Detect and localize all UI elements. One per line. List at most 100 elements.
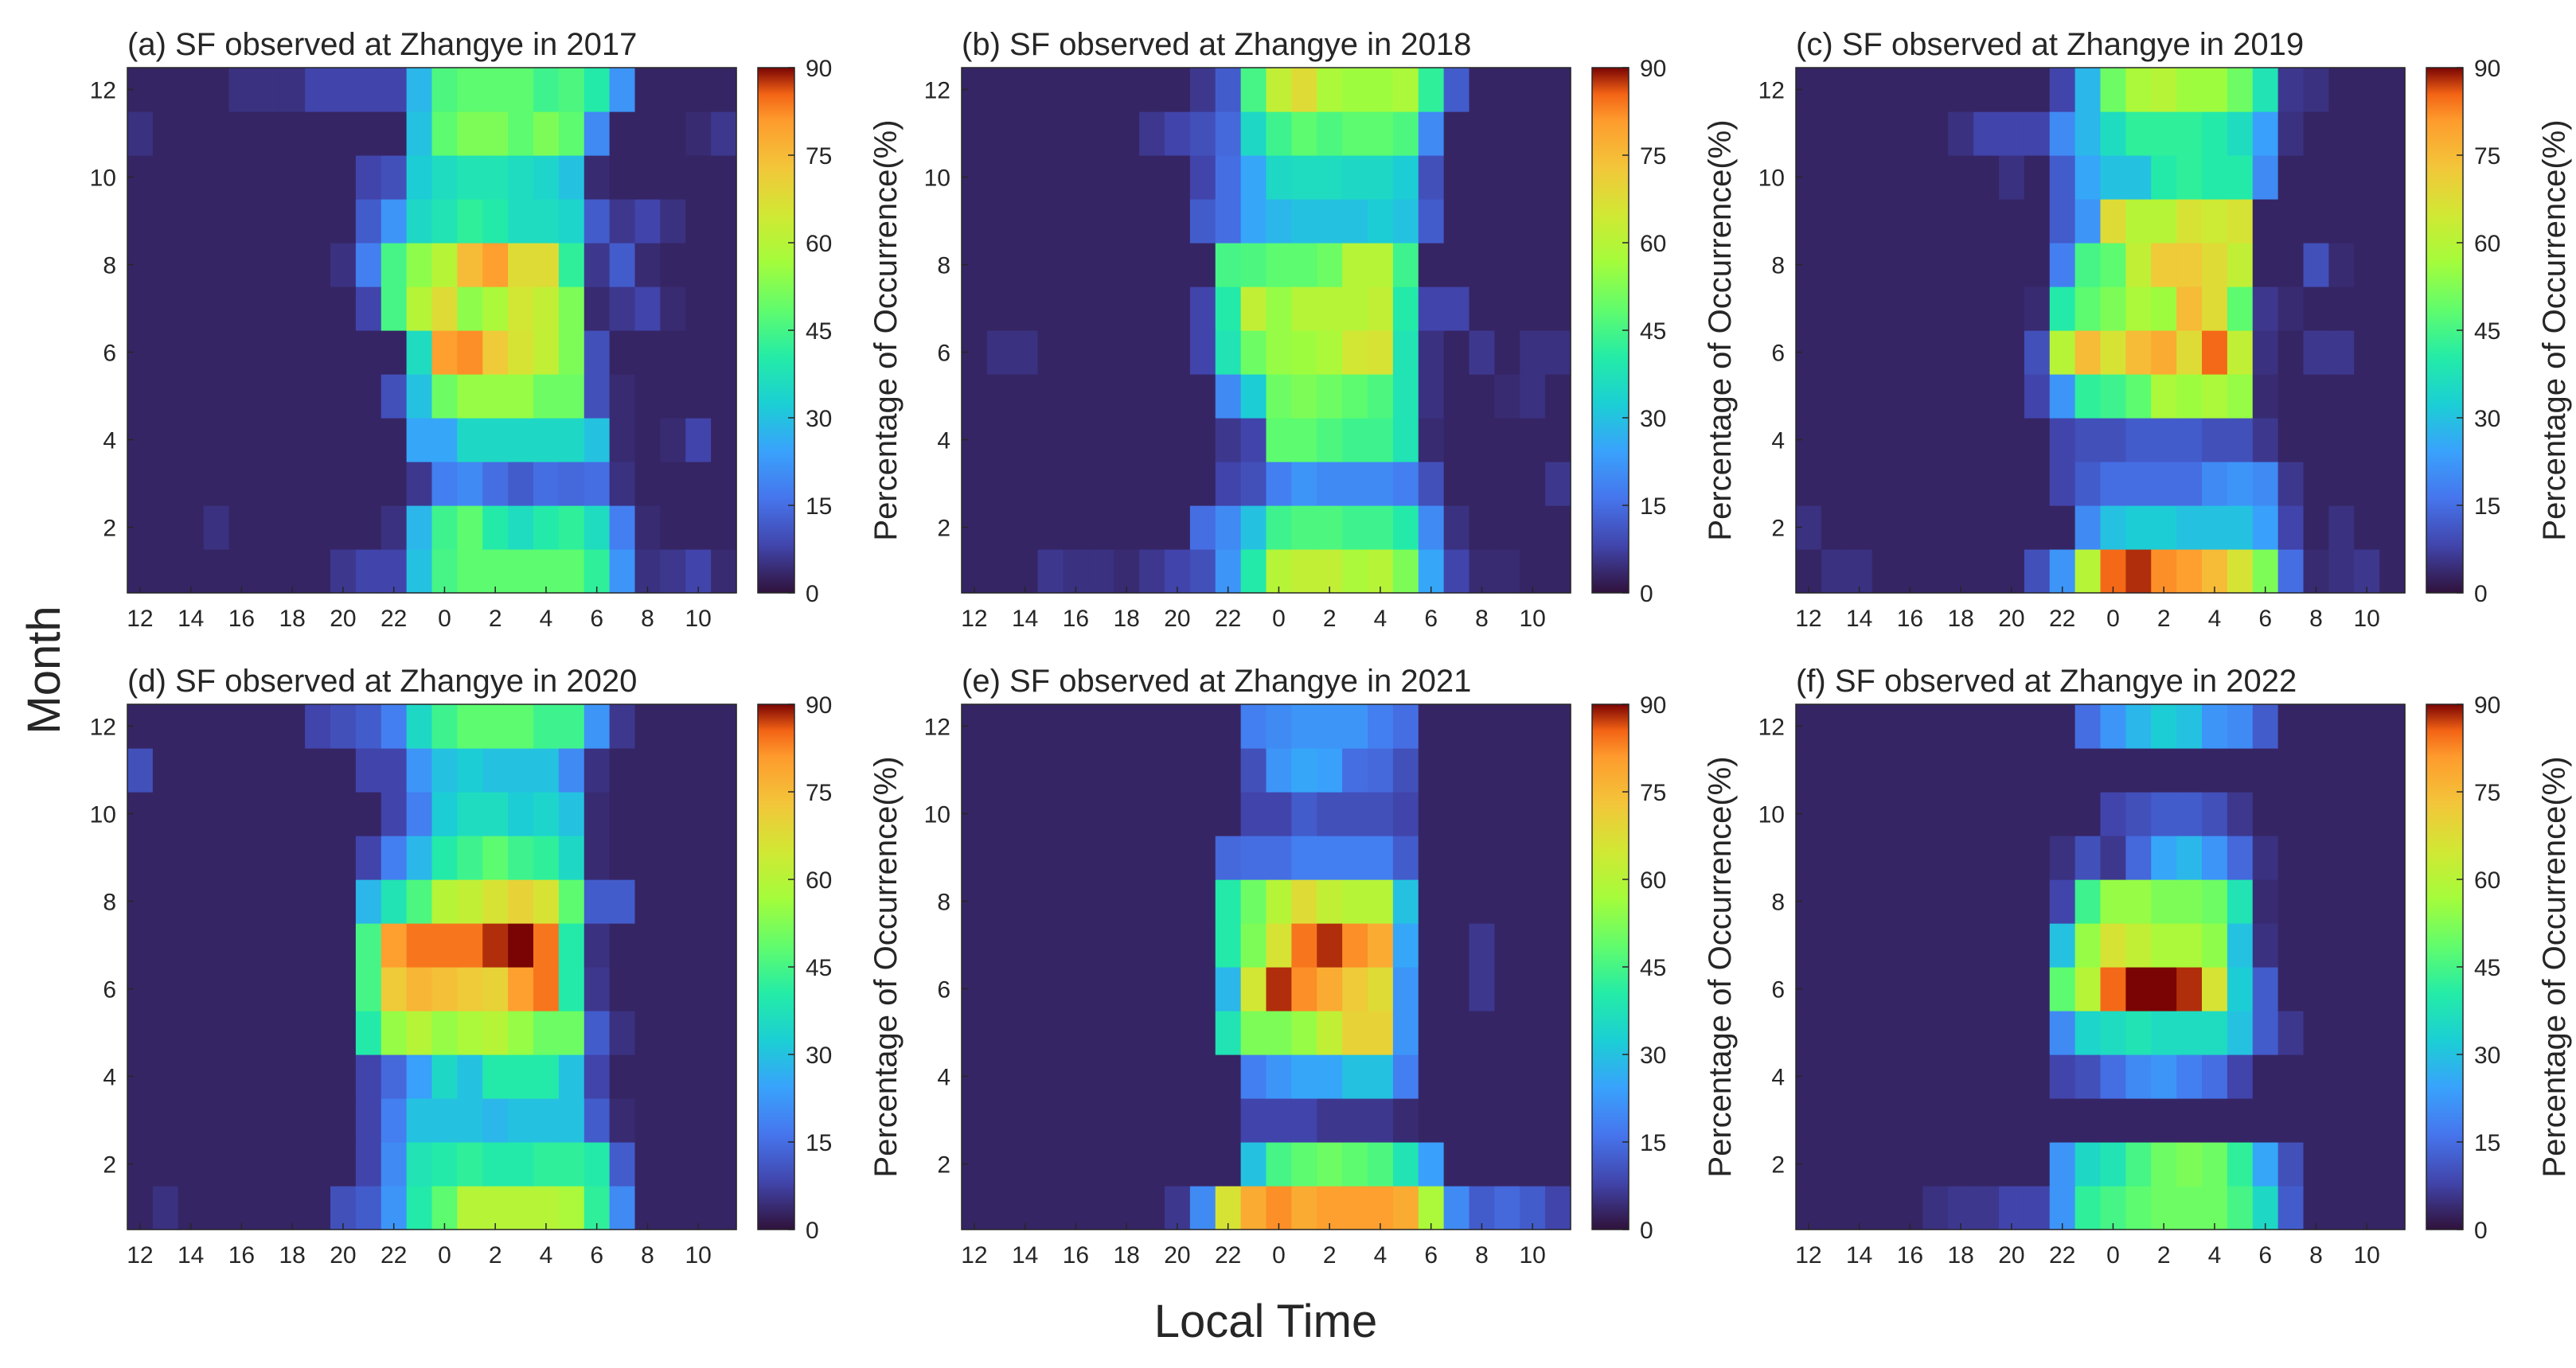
heatmap-cell bbox=[381, 374, 408, 419]
x-tick-label: 2 bbox=[489, 1242, 502, 1269]
heatmap-cell bbox=[1368, 505, 1394, 550]
heatmap-cell bbox=[2202, 243, 2228, 287]
heatmap-cell bbox=[1037, 286, 1064, 331]
heatmap-cell bbox=[2024, 1054, 2051, 1099]
heatmap-cell bbox=[1368, 1098, 1394, 1143]
heatmap-cell bbox=[1342, 1054, 1368, 1099]
heatmap-cell bbox=[1494, 199, 1520, 244]
heatmap-cell bbox=[1215, 418, 1242, 462]
heatmap-cell bbox=[228, 549, 255, 594]
heatmap-cell bbox=[685, 418, 712, 462]
heatmap-cell bbox=[203, 923, 230, 968]
heatmap-cell bbox=[1872, 505, 1899, 550]
heatmap-cell bbox=[2328, 967, 2355, 1011]
heatmap-cell bbox=[986, 418, 1013, 462]
heatmap-cell bbox=[685, 704, 712, 749]
heatmap-cell bbox=[127, 1098, 154, 1143]
heatmap-cell bbox=[1999, 748, 2025, 793]
heatmap-cell bbox=[152, 155, 179, 200]
heatmap-cell bbox=[1469, 549, 1495, 594]
colorbar-tick-label: 30 bbox=[1640, 406, 1666, 432]
heatmap-cell bbox=[2049, 330, 2076, 375]
heatmap-cell bbox=[1948, 418, 1974, 462]
heatmap-cell bbox=[1240, 418, 1267, 462]
heatmap-cell bbox=[2100, 549, 2126, 594]
heatmap-cell bbox=[1922, 155, 1949, 200]
heatmap-cell bbox=[1418, 68, 1445, 112]
heatmap-cell bbox=[381, 111, 408, 156]
heatmap-cell bbox=[1266, 704, 1292, 749]
x-tick-label: 8 bbox=[1475, 1242, 1489, 1269]
heatmap-cell bbox=[1796, 374, 1822, 419]
heatmap-cell bbox=[2176, 418, 2203, 462]
heatmap-cell bbox=[2227, 1098, 2254, 1143]
heatmap-cell bbox=[127, 748, 154, 793]
colorbar-tick-label: 90 bbox=[1640, 56, 1666, 82]
heatmap-cell bbox=[279, 704, 306, 749]
heatmap-cell bbox=[1922, 879, 1949, 924]
heatmap-cell bbox=[2252, 792, 2279, 836]
heatmap-cell bbox=[1821, 462, 1848, 506]
heatmap-cell bbox=[203, 1098, 230, 1143]
heatmap-cell bbox=[482, 155, 509, 200]
heatmap-cell bbox=[254, 68, 280, 112]
heatmap-cell bbox=[178, 505, 205, 550]
heatmap-cell bbox=[1165, 1011, 1191, 1055]
heatmap-cell bbox=[203, 879, 230, 924]
heatmap-cell bbox=[228, 1186, 255, 1230]
heatmap-cell bbox=[1037, 1142, 1064, 1187]
heatmap-cell bbox=[1872, 748, 1899, 793]
heatmap-cell bbox=[2303, 505, 2329, 550]
heatmap-cell bbox=[279, 792, 306, 836]
heatmap-cell bbox=[1165, 879, 1191, 924]
heatmap-cell bbox=[1469, 748, 1495, 793]
heatmap-cell bbox=[2277, 923, 2305, 968]
heatmap-cell bbox=[609, 967, 636, 1011]
heatmap-cell bbox=[482, 1186, 509, 1230]
heatmap-cell bbox=[1114, 1054, 1140, 1099]
heatmap-cell bbox=[2074, 462, 2102, 506]
heatmap-cell bbox=[279, 836, 306, 880]
heatmap-cell bbox=[1494, 1186, 1520, 1230]
heatmap-cell bbox=[1418, 155, 1445, 200]
heatmap-cell bbox=[2328, 462, 2355, 506]
heatmap-cell bbox=[1063, 879, 1089, 924]
heatmap-cell bbox=[1392, 243, 1419, 287]
heatmap-cell bbox=[406, 879, 433, 924]
heatmap-cell bbox=[1494, 879, 1520, 924]
heatmap-cell bbox=[711, 111, 737, 156]
heatmap-cell bbox=[2227, 462, 2254, 506]
heatmap-cell bbox=[1948, 1098, 1974, 1143]
colorbar-tick-label: 15 bbox=[806, 493, 832, 520]
heatmap-cell bbox=[1897, 704, 1923, 749]
heatmap-cell bbox=[1973, 155, 2000, 200]
heatmap-cell bbox=[2303, 704, 2329, 749]
heatmap-cell bbox=[1418, 923, 1445, 968]
heatmap-cell bbox=[986, 1011, 1013, 1055]
heatmap-cell bbox=[962, 286, 988, 331]
heatmap-cell bbox=[152, 792, 179, 836]
heatmap-cell bbox=[634, 792, 661, 836]
heatmap-cell bbox=[1189, 155, 1216, 200]
heatmap-cell bbox=[1266, 330, 1292, 375]
heatmap-cell bbox=[2151, 243, 2177, 287]
panel-title: (e) SF observed at Zhangye in 2021 bbox=[962, 664, 1471, 699]
x-tick-label: 10 bbox=[1520, 1242, 1546, 1269]
heatmap-cell bbox=[1872, 199, 1899, 244]
heatmap-cell bbox=[355, 879, 382, 924]
heatmap-cell bbox=[279, 879, 306, 924]
heatmap-cell bbox=[1948, 836, 1974, 880]
heatmap-cell bbox=[482, 1098, 509, 1143]
heatmap-cell bbox=[1291, 549, 1317, 594]
colorbar-tick-label: 60 bbox=[806, 231, 832, 257]
heatmap-cell bbox=[1443, 1011, 1470, 1055]
heatmap-cell bbox=[2024, 748, 2051, 793]
heatmap-cell bbox=[558, 68, 585, 112]
heatmap-cell bbox=[1291, 330, 1317, 375]
colorbar-tick-label: 30 bbox=[1640, 1043, 1666, 1069]
heatmap-cell bbox=[609, 68, 636, 112]
heatmap-cell bbox=[1846, 1054, 1873, 1099]
x-tick-label: 8 bbox=[641, 606, 654, 632]
heatmap-cell bbox=[2328, 286, 2355, 331]
heatmap-cell bbox=[305, 374, 331, 419]
